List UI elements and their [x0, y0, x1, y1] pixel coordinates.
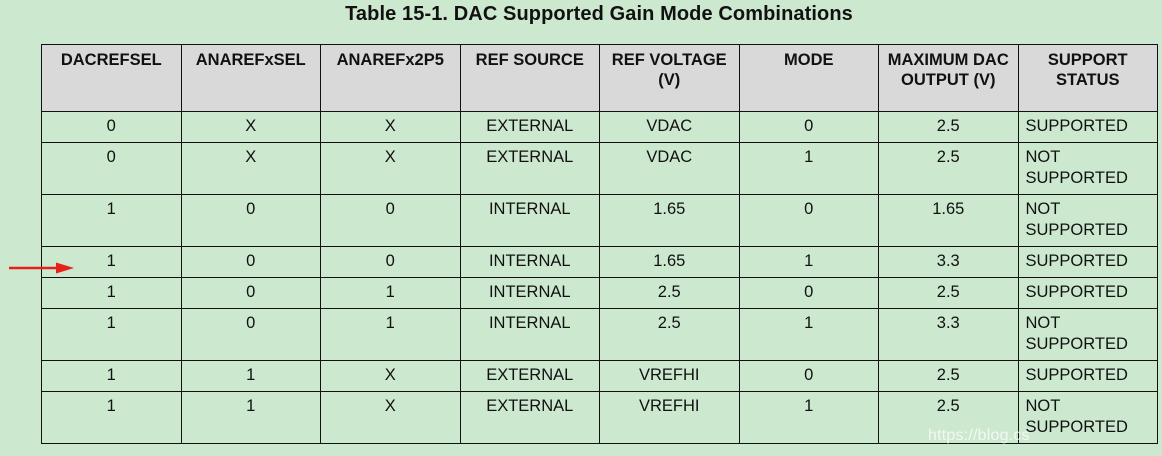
table-row: 1 0 1 INTERNAL 2.5 0 2.5 SUPPORTED: [41, 277, 1158, 309]
cell-mode: 1: [738, 142, 879, 195]
cell-ref-voltage: VDAC: [599, 142, 740, 195]
cell-dacrefsel: 1: [41, 360, 182, 392]
cell-support-status: NOT SUPPORTED: [1017, 142, 1158, 195]
table-row: 1 0 0 INTERNAL 1.65 0 1.65 NOT SUPPORTED: [41, 194, 1158, 247]
cell-mode: 0: [738, 277, 879, 309]
table-caption: Table 15-1. DAC Supported Gain Mode Comb…: [345, 3, 853, 25]
cell-support-status: NOT SUPPORTED: [1017, 391, 1158, 444]
cell-mode: 1: [738, 391, 879, 444]
cell-support-status: SUPPORTED: [1017, 360, 1158, 392]
cell-dacrefsel: 0: [41, 111, 182, 143]
cell-ref-source: INTERNAL: [459, 194, 600, 247]
cell-ref-voltage: VDAC: [599, 111, 740, 143]
cell-max-output: 3.3: [878, 246, 1019, 278]
cell-ref-source: INTERNAL: [459, 246, 600, 278]
cell-anarefx2p5: 1: [320, 308, 461, 361]
cell-mode: 0: [738, 194, 879, 247]
header-anarefx2p5: ANAREFx2P5: [320, 44, 461, 112]
table-row: 1 1 X EXTERNAL VREFHI 0 2.5 SUPPORTED: [41, 360, 1158, 392]
cell-ref-source: EXTERNAL: [459, 391, 600, 444]
cell-ref-source: EXTERNAL: [459, 360, 600, 392]
cell-anarefxsel: 1: [180, 391, 321, 444]
table-row: 1 0 1 INTERNAL 2.5 1 3.3 NOT SUPPORTED: [41, 308, 1158, 361]
cell-anarefx2p5: X: [320, 391, 461, 444]
cell-max-output: 2.5: [878, 360, 1019, 392]
cell-dacrefsel: 1: [41, 391, 182, 444]
cell-ref-source: INTERNAL: [459, 277, 600, 309]
header-ref-source: REF SOURCE: [459, 44, 600, 112]
cell-dacrefsel: 1: [41, 277, 182, 309]
cell-anarefx2p5: X: [320, 111, 461, 143]
cell-anarefxsel: 0: [180, 308, 321, 361]
cell-anarefxsel: X: [180, 142, 321, 195]
cell-ref-source: INTERNAL: [459, 308, 600, 361]
table-row-highlighted: 1 0 0 INTERNAL 1.65 1 3.3 SUPPORTED: [41, 246, 1158, 278]
cell-dacrefsel: 1: [41, 308, 182, 361]
cell-ref-source: EXTERNAL: [459, 142, 600, 195]
cell-ref-voltage: 2.5: [599, 277, 740, 309]
header-dacrefsel: DACREFSEL: [41, 44, 182, 112]
cell-support-status: SUPPORTED: [1017, 246, 1158, 278]
table-row: 1 1 X EXTERNAL VREFHI 1 2.5 NOT SUPPORTE…: [41, 391, 1158, 444]
table-row: 0 X X EXTERNAL VDAC 1 2.5 NOT SUPPORTED: [41, 142, 1158, 195]
cell-anarefx2p5: 1: [320, 277, 461, 309]
cell-support-status: SUPPORTED: [1017, 277, 1158, 309]
cell-anarefxsel: X: [180, 111, 321, 143]
cell-anarefxsel: 1: [180, 360, 321, 392]
cell-anarefxsel: 0: [180, 194, 321, 247]
header-ref-voltage: REF VOLTAGE (V): [599, 44, 740, 112]
cell-ref-voltage: 2.5: [599, 308, 740, 361]
cell-anarefx2p5: 0: [320, 194, 461, 247]
cell-mode: 0: [738, 360, 879, 392]
header-mode: MODE: [738, 44, 879, 112]
cell-mode: 1: [738, 308, 879, 361]
cell-ref-voltage: VREFHI: [599, 360, 740, 392]
header-max-dac-output: MAXIMUM DAC OUTPUT (V): [878, 44, 1019, 112]
cell-ref-voltage: VREFHI: [599, 391, 740, 444]
cell-support-status: NOT SUPPORTED: [1017, 194, 1158, 247]
cell-anarefxsel: 0: [180, 277, 321, 309]
cell-max-output: 2.5: [878, 142, 1019, 195]
table-row: 0 X X EXTERNAL VDAC 0 2.5 SUPPORTED: [41, 111, 1158, 143]
cell-max-output: 2.5: [878, 391, 1019, 444]
gain-mode-table: DACREFSEL ANAREFxSEL ANAREFx2P5 REF SOUR…: [41, 44, 1158, 444]
cell-anarefxsel: 0: [180, 246, 321, 278]
table-header-row: DACREFSEL ANAREFxSEL ANAREFx2P5 REF SOUR…: [41, 44, 1158, 112]
cell-max-output: 2.5: [878, 277, 1019, 309]
cell-ref-source: EXTERNAL: [459, 111, 600, 143]
cell-max-output: 3.3: [878, 308, 1019, 361]
cell-max-output: 1.65: [878, 194, 1019, 247]
cell-ref-voltage: 1.65: [599, 246, 740, 278]
cell-mode: 1: [738, 246, 879, 278]
header-support-status: SUPPORT STATUS: [1017, 44, 1158, 112]
cell-support-status: SUPPORTED: [1017, 111, 1158, 143]
cell-max-output: 2.5: [878, 111, 1019, 143]
cell-mode: 0: [738, 111, 879, 143]
cell-support-status: NOT SUPPORTED: [1017, 308, 1158, 361]
red-arrow-right-icon: [9, 262, 74, 274]
header-anarefxsel: ANAREFxSEL: [180, 44, 321, 112]
cell-dacrefsel: 0: [41, 142, 182, 195]
cell-anarefx2p5: X: [320, 360, 461, 392]
cell-dacrefsel: 1: [41, 194, 182, 247]
cell-anarefx2p5: 0: [320, 246, 461, 278]
cell-ref-voltage: 1.65: [599, 194, 740, 247]
cell-anarefx2p5: X: [320, 142, 461, 195]
